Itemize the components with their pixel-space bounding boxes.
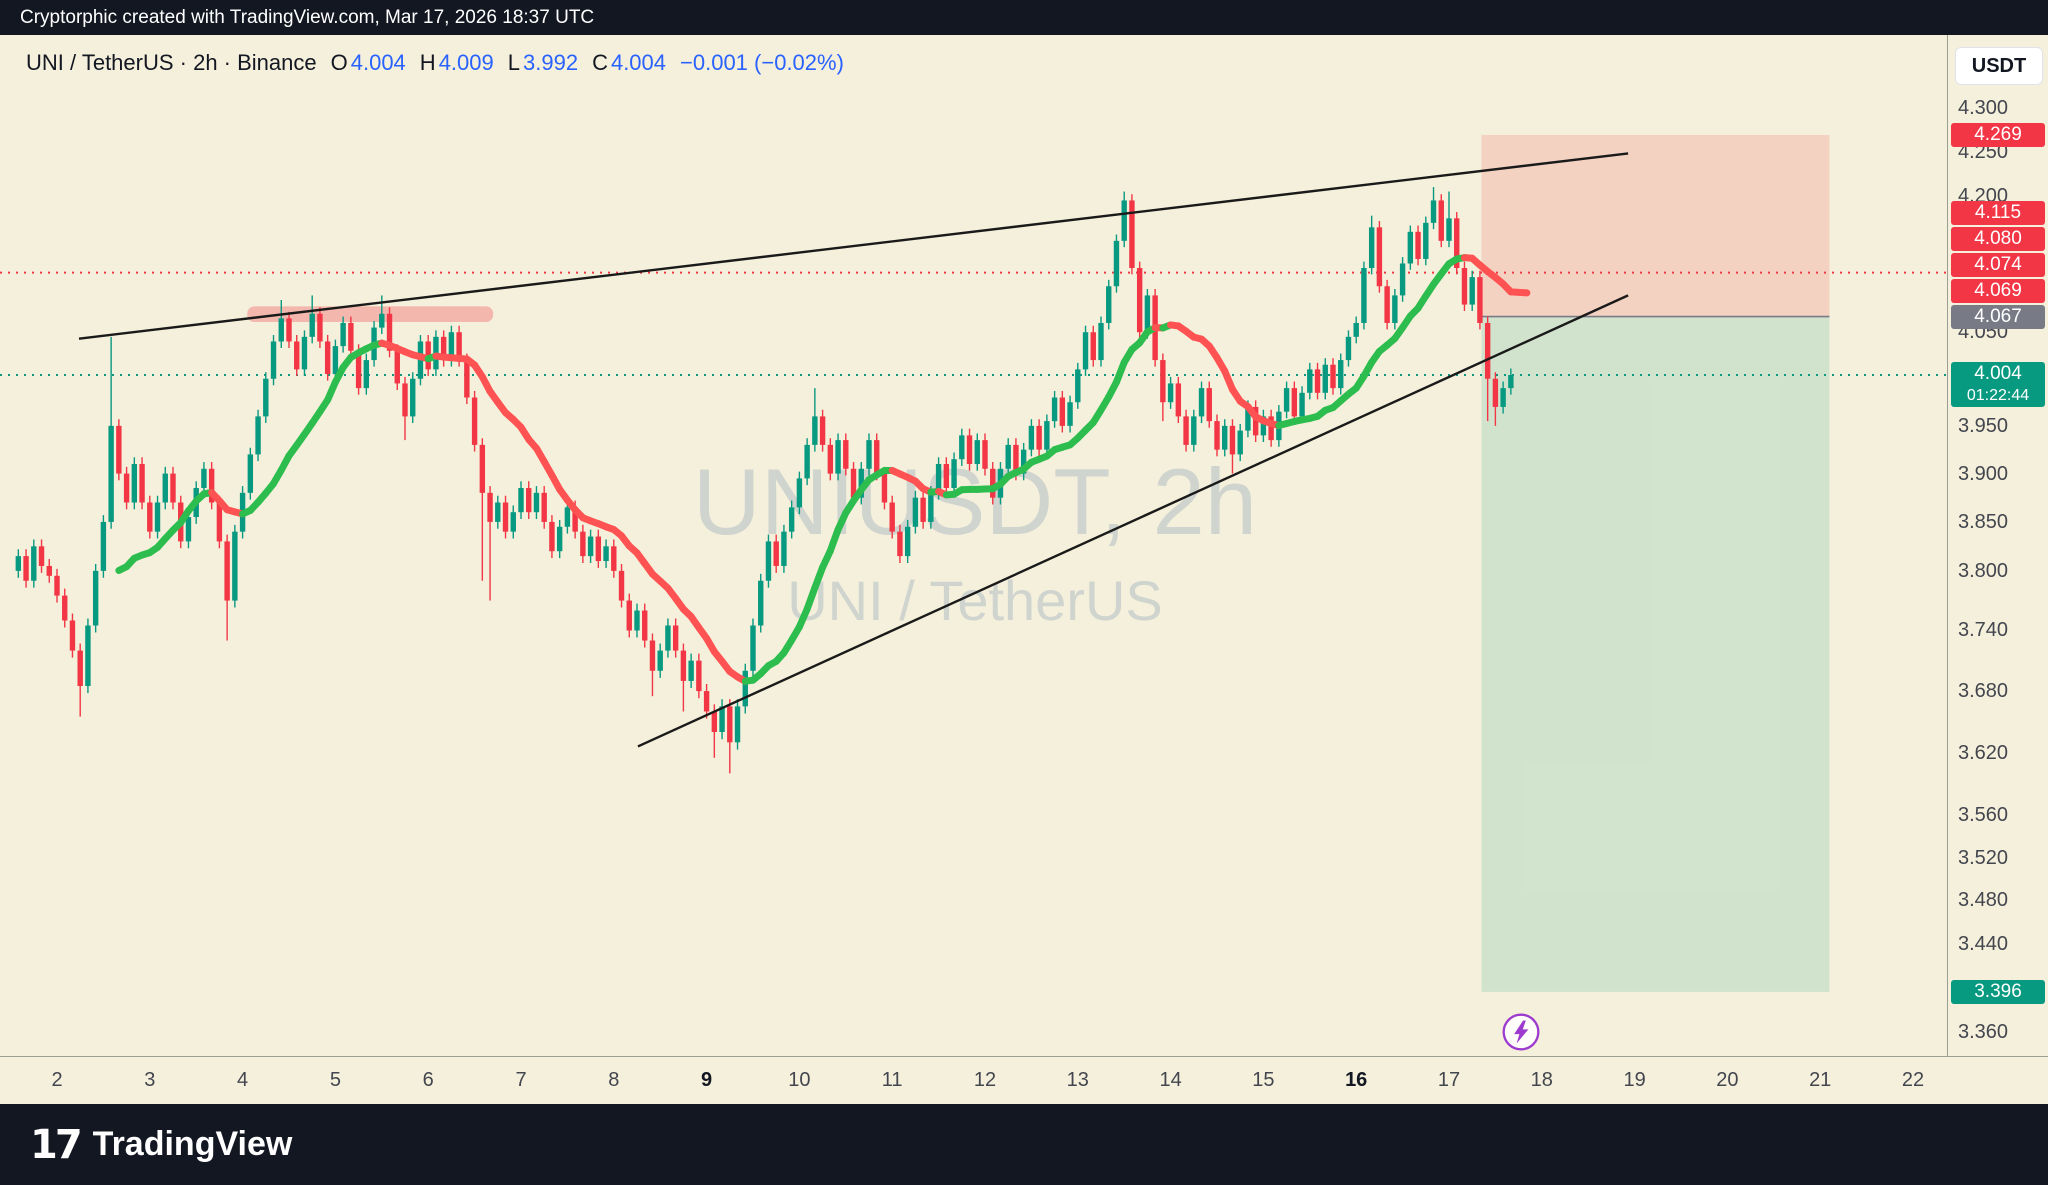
open-label: O — [330, 50, 348, 75]
price-tick-label: 3.950 — [1958, 414, 2009, 437]
high-label: H — [419, 50, 436, 75]
time-tick-label: 13 — [1066, 1069, 1089, 1091]
price-tick-label: 3.620 — [1958, 741, 2009, 764]
time-tick-label: 4 — [237, 1069, 249, 1091]
price-tick-label: 3.900 — [1958, 462, 2009, 485]
low-label: L — [507, 50, 520, 75]
chart-area[interactable]: UNIUSDT, 2h UNI / TetherUS UNI / TetherU… — [0, 35, 2048, 1105]
price-badge-4.115[interactable]: 4.115 — [1951, 200, 2045, 225]
price-badge-4.004[interactable]: 4.004 01:22:44 — [1951, 362, 2045, 407]
price-badge-3.396[interactable]: 3.396 — [1951, 979, 2045, 1004]
open-value: 4.004 — [350, 50, 406, 75]
candlestick-chart[interactable] — [0, 35, 1947, 1056]
short-position-stop-zone[interactable] — [1481, 134, 1830, 317]
time-tick-label: 18 — [1530, 1069, 1553, 1091]
tradingview-wordmark[interactable]: TradingView — [92, 1125, 293, 1163]
price-tick-label: 3.560 — [1958, 804, 2009, 827]
time-tick-label: 20 — [1716, 1069, 1739, 1091]
time-tick-label: 3 — [144, 1069, 156, 1091]
time-tick-label: 12 — [973, 1069, 997, 1091]
price-badge-4.269[interactable]: 4.269 — [1951, 122, 2045, 147]
time-tick-label: 22 — [1901, 1069, 1925, 1091]
currency-button[interactable]: USDT — [1955, 47, 2043, 85]
price-badge-4.080[interactable]: 4.080 — [1951, 226, 2045, 251]
time-tick-label: 5 — [329, 1069, 341, 1091]
lightning-bolt-icon[interactable] — [1500, 1011, 1542, 1053]
chart-legend[interactable]: UNI / TetherUS · 2h · Binance O 4.004 H 4.00… — [26, 50, 844, 76]
low-value: 3.992 — [523, 50, 579, 75]
price-tick-label: 3.480 — [1958, 889, 2009, 912]
price-axis[interactable]: USDT 4.300 4.250 4.200 4.050 3.950 3.900 3.850… — [1947, 35, 2048, 1056]
watermark: UNIUSDT, 2h UNI / TetherUS — [300, 449, 1650, 633]
time-tick-label: 2 — [51, 1069, 63, 1091]
time-tick-label: 7 — [515, 1069, 527, 1091]
attribution-text: Cryptorphic created with TradingView.com… — [20, 6, 595, 28]
time-tick-label: 19 — [1623, 1069, 1646, 1091]
time-tick-label: 10 — [788, 1069, 811, 1091]
trendline-upper[interactable] — [78, 152, 1629, 340]
time-tick-label: 8 — [608, 1069, 620, 1091]
ma-ribbon[interactable] — [115, 254, 1531, 685]
price-tick-label: 3.850 — [1958, 510, 2009, 533]
close-label: C — [592, 50, 608, 75]
close-value: 4.004 — [610, 50, 667, 75]
time-tick-label: 17 — [1437, 1069, 1461, 1091]
time-tick-label: 21 — [1809, 1069, 1832, 1091]
time-tick-label: 9 — [701, 1069, 713, 1091]
high-value: 4.009 — [438, 50, 494, 75]
price-tick-label: 3.800 — [1958, 559, 2009, 582]
price-tick-label: 3.740 — [1958, 619, 2009, 642]
symbol-title[interactable]: UNI / TetherUS · 2h · Binance — [26, 50, 317, 75]
attribution-bar: Cryptorphic created with TradingView.com… — [0, 0, 2048, 35]
time-tick-label: 11 — [881, 1069, 903, 1091]
time-tick-label: 14 — [1159, 1069, 1182, 1091]
time-tick-label: 15 — [1252, 1069, 1275, 1091]
tradingview-logo-icon[interactable]: 17 — [30, 1121, 83, 1168]
watermark-name: UNI / TetherUS — [787, 568, 1163, 632]
time-tick-label: 6 — [422, 1069, 434, 1091]
price-tick-label: 4.300 — [1958, 96, 2009, 119]
watermark-symbol: UNIUSDT, 2h — [692, 449, 1258, 554]
price-tick-label: 3.520 — [1958, 846, 2009, 869]
bar-close-countdown: 01:22:44 — [1966, 387, 2030, 404]
footer-bar: 17 TradingView — [0, 1104, 2048, 1185]
candles-group[interactable] — [15, 187, 1514, 774]
price-tick-label: 3.680 — [1958, 680, 2009, 703]
time-tick-label: 16 — [1345, 1069, 1368, 1091]
price-badge-4.069[interactable]: 4.069 — [1951, 278, 2045, 303]
short-position-target-zone[interactable] — [1481, 316, 1830, 992]
change-value: −0.001 (−0.02%) — [680, 50, 844, 75]
price-tick-label: 3.440 — [1958, 932, 2009, 955]
price-tick-label: 3.360 — [1958, 1020, 2009, 1043]
time-axis[interactable]: 2 3 4 5 6 7 8 9 10 11 12 13 14 15 16 17 18 19 20 21 22 — [0, 1056, 2048, 1105]
trendline-lower[interactable] — [637, 294, 1629, 748]
price-badge-4.074[interactable]: 4.074 — [1951, 252, 2045, 277]
price-badge-4.067[interactable]: 4.067 — [1951, 304, 2045, 329]
